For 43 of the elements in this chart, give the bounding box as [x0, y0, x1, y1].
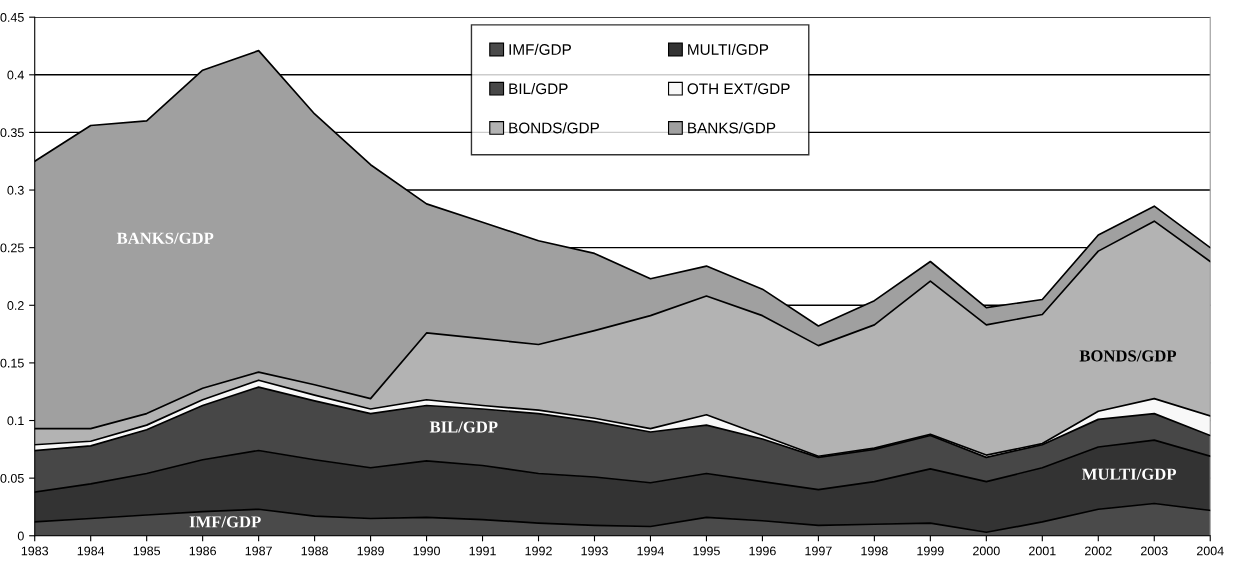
y-tick-label: 0.35	[0, 128, 24, 138]
annotation: MULTI/GDP	[1082, 468, 1177, 480]
annotation: BANKS/GDP	[116, 232, 214, 244]
x-tick-label: 1988	[301, 546, 328, 556]
x-tick-label: 2000	[973, 546, 1000, 556]
x-tick-label: 1994	[637, 546, 665, 556]
y-tick-label: 0.2	[7, 301, 24, 310]
y-tick-label: 0.4	[7, 70, 24, 80]
x-tick-label: 2001	[1029, 546, 1056, 556]
legend-label: IMF/GDP	[509, 43, 571, 55]
x-tick-label: 1999	[917, 546, 944, 556]
x-tick-label: 1990	[413, 546, 440, 556]
x-tick-label: 2002	[1085, 546, 1112, 556]
x-tick-label: 1993	[581, 546, 608, 556]
x-tick-label: 1995	[693, 546, 720, 556]
x-tick-label: 1987	[245, 546, 272, 556]
x-tick-label: 1992	[525, 546, 552, 556]
y-tick-label: 0.3	[7, 185, 24, 195]
x-tick-label: 1996	[749, 546, 776, 556]
x-tick-label: 1984	[77, 546, 105, 556]
x-tick-label: 2004	[1196, 546, 1224, 556]
x-tick-label: 1997	[805, 546, 832, 556]
annotation: BIL/GDP	[429, 421, 498, 433]
y-tick-label: 0.1	[7, 416, 24, 426]
x-tick-label: 1983	[21, 546, 49, 556]
y-tick-label: 0.15	[0, 358, 24, 368]
x-tick-label: 1986	[189, 546, 217, 556]
x-tick-label: 1991	[469, 546, 496, 556]
y-tick-label: 0	[17, 531, 24, 541]
legend-label: MULTI/GDP	[688, 43, 769, 55]
y-tick-label: 0.25	[0, 243, 24, 253]
legend-label: BIL/GDP	[509, 82, 568, 95]
x-tick-label: 2003	[1140, 546, 1168, 556]
y-tick-label: 0.05	[0, 473, 24, 483]
legend-label: BONDS/GDP	[509, 122, 599, 134]
y-tick-label: 0.45	[0, 12, 24, 22]
annotation: IMF/GDP	[189, 516, 261, 528]
x-tick-label: 1985	[133, 546, 161, 556]
annotation: BONDS/GDP	[1079, 350, 1177, 362]
x-tick-label: 1989	[357, 546, 384, 556]
x-tick-label: 1998	[861, 546, 888, 556]
legend-label: OTH EXT/GDP	[687, 82, 790, 95]
legend-label: BANKS/GDP	[688, 122, 776, 134]
